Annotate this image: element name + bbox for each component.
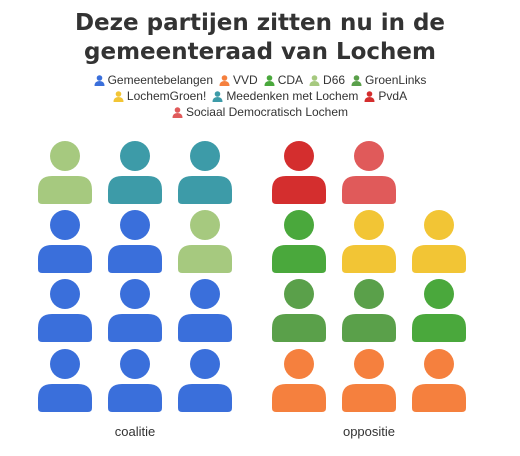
- person-icon: [309, 75, 320, 86]
- legend-item-gemeentebelangen: Gemeentebelangen: [94, 72, 213, 88]
- legend-label: Sociaal Democratisch Lochem: [185, 105, 349, 119]
- person-icon: [219, 75, 230, 86]
- legend-label: CDA: [277, 73, 304, 87]
- chart-title: Deze partijen zitten nu in de gemeentera…: [74, 10, 446, 65]
- legend-item-sociaal-democratisch-lochem: Sociaal Democratisch Lochem: [172, 104, 348, 120]
- group-label-coalitie: coalitie: [114, 424, 156, 439]
- seat-vvd: [272, 349, 326, 412]
- seat-meedenken-met-lochem: [108, 141, 162, 204]
- seat-d66: [178, 210, 232, 273]
- legend-label: Gemeentebelangen: [107, 73, 213, 87]
- group-label-oppositie: oppositie: [342, 424, 396, 439]
- seat-d66: [38, 141, 92, 204]
- person-icon: [264, 75, 275, 86]
- seat-meedenken-met-lochem: [178, 141, 232, 204]
- seat-lochemgroen: [342, 210, 396, 273]
- legend-item-cda: CDA: [264, 72, 303, 88]
- seat-gemeentebelangen: [38, 210, 92, 273]
- legend-item-meedenken-met-lochem: Meedenken met Lochem: [212, 88, 358, 104]
- seat-vvd: [342, 349, 396, 412]
- person-icon: [364, 91, 375, 102]
- seat-gemeentebelangen: [108, 210, 162, 273]
- legend-item-pvda: PvdA: [364, 88, 407, 104]
- seat-gemeentebelangen: [178, 279, 232, 342]
- legend-item-groenlinks: GroenLinks: [351, 72, 426, 88]
- seat-groenlinks: [272, 279, 326, 342]
- legend-item-vvd: VVD: [219, 72, 258, 88]
- legend-label: GroenLinks: [365, 73, 427, 87]
- seat-sociaal-democratisch-lochem: [342, 141, 396, 204]
- seat-cda: [272, 210, 326, 273]
- seat-gemeentebelangen: [178, 349, 232, 412]
- legend-label: Meedenken met Lochem: [226, 89, 359, 103]
- seat-lochemgroen: [412, 210, 466, 273]
- seat-cda: [412, 279, 466, 342]
- person-icon: [212, 91, 223, 102]
- seat-gemeentebelangen: [38, 349, 92, 412]
- person-icon: [351, 75, 362, 86]
- legend-label: PvdA: [378, 89, 408, 103]
- seat-pvda: [272, 141, 326, 204]
- legend: Gemeentebelangen VVD CDA D66 GroenLinks Loche…: [0, 72, 520, 120]
- person-icon: [113, 91, 124, 102]
- seat-vvd: [412, 349, 466, 412]
- legend-label: LochemGroen!: [126, 89, 207, 103]
- legend-item-lochemgroen: LochemGroen!: [113, 88, 206, 104]
- legend-label: D66: [323, 73, 346, 87]
- seat-gemeentebelangen: [108, 349, 162, 412]
- legend-label: VVD: [233, 73, 258, 87]
- seat-groenlinks: [342, 279, 396, 342]
- seat-gemeentebelangen: [108, 279, 162, 342]
- legend-item-d66: D66: [309, 72, 345, 88]
- seat-gemeentebelangen: [38, 279, 92, 342]
- person-icon: [94, 75, 105, 86]
- seat-grid: [38, 141, 466, 412]
- person-icon: [172, 107, 183, 118]
